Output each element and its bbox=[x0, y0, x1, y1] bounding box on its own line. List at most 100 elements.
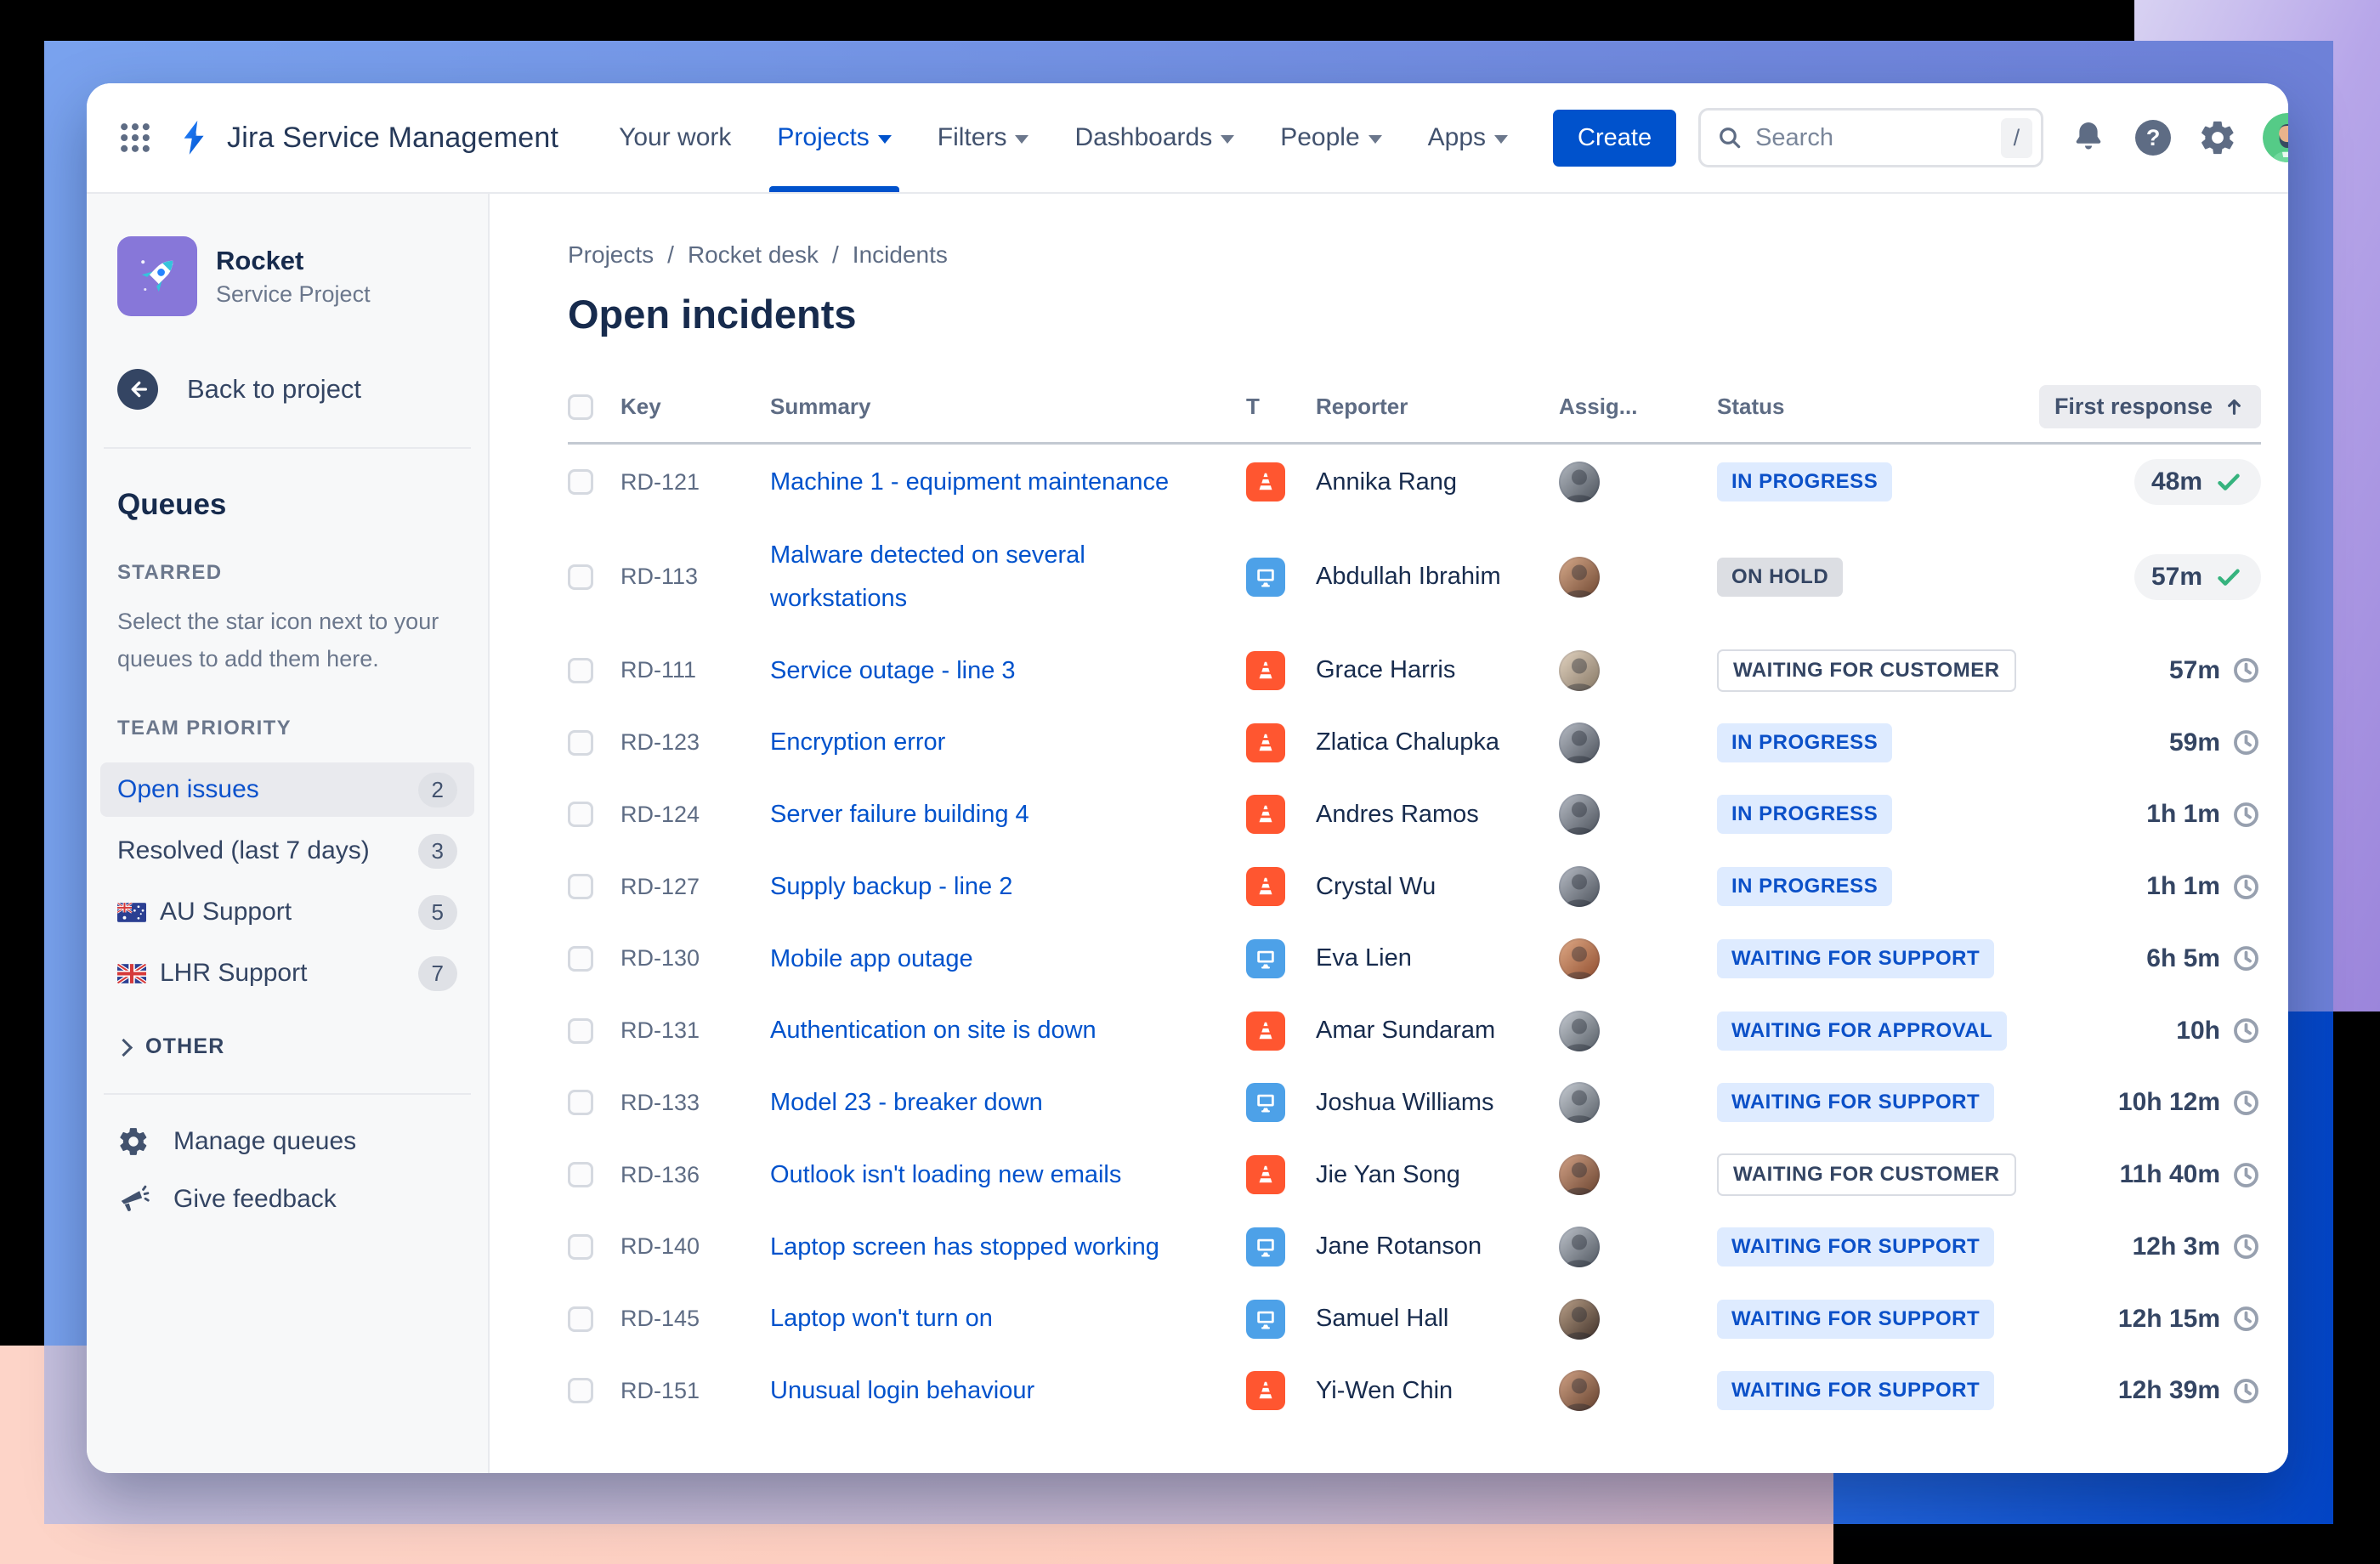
manage-queues[interactable]: Manage queues bbox=[100, 1125, 474, 1158]
project-header: Rocket Service Project bbox=[100, 236, 474, 316]
row-checkbox[interactable] bbox=[568, 1162, 593, 1188]
first-response-cell: 1h 1m bbox=[1989, 872, 2261, 902]
row-checkbox[interactable] bbox=[568, 1090, 593, 1116]
nav-item-projects[interactable]: Projects bbox=[754, 83, 914, 192]
header-reporter[interactable]: Reporter bbox=[1316, 394, 1408, 419]
search-shortcut-badge: / bbox=[2000, 117, 2033, 158]
issue-summary-link[interactable]: Server failure building 4 bbox=[770, 801, 1029, 828]
issue-summary-link[interactable]: Service outage - line 3 bbox=[770, 656, 1016, 684]
sla-clock-icon bbox=[2234, 658, 2258, 683]
breadcrumb-projects[interactable]: Projects bbox=[568, 241, 654, 268]
issue-summary-link[interactable]: Machine 1 - equipment maintenance bbox=[770, 468, 1170, 496]
chevron-down-icon bbox=[1368, 135, 1382, 144]
help-icon[interactable]: ? bbox=[2134, 118, 2173, 157]
table-row-rd-127: RD-127 Supply backup - line 2 Crystal Wu… bbox=[568, 851, 2261, 923]
row-checkbox[interactable] bbox=[568, 564, 593, 590]
table-row-rd-151: RD-151 Unusual login behaviour Yi-Wen Ch… bbox=[568, 1355, 2261, 1427]
breadcrumb-incidents[interactable]: Incidents bbox=[852, 241, 948, 268]
first-response-cell: 48m bbox=[1989, 459, 2261, 505]
assignee-avatar bbox=[1559, 1298, 1600, 1340]
create-button[interactable]: Create bbox=[1553, 109, 1677, 167]
status-badge: WAITING FOR SUPPORT bbox=[1717, 1299, 1995, 1339]
issue-summary-link[interactable]: Encryption error bbox=[770, 728, 946, 756]
assignee-avatar bbox=[1559, 649, 1600, 691]
give-feedback[interactable]: Give feedback bbox=[100, 1183, 474, 1216]
search-input[interactable] bbox=[1754, 122, 1991, 153]
sidebar-queue-lhr-support[interactable]: LHR Support 7 bbox=[100, 946, 474, 1000]
row-checkbox[interactable] bbox=[568, 1306, 593, 1332]
sidebar: Rocket Service Project Back to project Q… bbox=[87, 194, 490, 1473]
issue-summary-link[interactable]: Unusual login behaviour bbox=[770, 1377, 1035, 1404]
australia-flag-icon bbox=[117, 902, 146, 922]
row-checkbox[interactable] bbox=[568, 802, 593, 828]
header-first-response-sort[interactable]: First response bbox=[2038, 385, 2261, 428]
starred-label: STARRED bbox=[117, 561, 223, 584]
status-badge: WAITING FOR SUPPORT bbox=[1717, 1371, 1995, 1411]
nav-item-dashboards[interactable]: Dashboards bbox=[1051, 83, 1257, 192]
incident-type-icon bbox=[1246, 462, 1285, 502]
sidebar-queue-au-support[interactable]: AU Support 5 bbox=[100, 885, 474, 939]
starred-hint: Select the star icon next to your queues… bbox=[117, 609, 439, 672]
sidebar-queue-resolved-last-7-days-[interactable]: Resolved (last 7 days) 3 bbox=[100, 824, 474, 878]
notifications-bell-icon[interactable] bbox=[2069, 118, 2108, 157]
table-row-rd-145: RD-145 Laptop won't turn on Samuel Hall bbox=[568, 1283, 2261, 1355]
issue-summary-link[interactable]: Model 23 - breaker down bbox=[770, 1089, 1043, 1116]
nav-item-filters[interactable]: Filters bbox=[915, 83, 1052, 192]
jira-brand[interactable]: Jira Service Management bbox=[176, 118, 558, 157]
header-key[interactable]: Key bbox=[620, 394, 661, 419]
issue-summary-link[interactable]: Laptop screen has stopped working bbox=[770, 1232, 1159, 1261]
sidebar-divider bbox=[104, 447, 471, 449]
first-response-cell: 10h 12m bbox=[1989, 1088, 2261, 1118]
project-type: Service Project bbox=[216, 280, 371, 307]
brand-name: Jira Service Management bbox=[227, 121, 559, 154]
header-assignee[interactable]: Assig... bbox=[1559, 394, 1638, 419]
status-badge: WAITING FOR SUPPORT bbox=[1717, 938, 1995, 978]
sidebar-queue-open-issues[interactable]: Open issues 2 bbox=[100, 762, 474, 818]
search-box[interactable]: / bbox=[1698, 108, 2044, 167]
select-all-checkbox[interactable] bbox=[568, 394, 593, 420]
row-checkbox[interactable] bbox=[568, 874, 593, 900]
issue-summary-link[interactable]: Authentication on site is down bbox=[770, 1017, 1096, 1045]
issue-key: RD-133 bbox=[620, 1089, 700, 1115]
first-response-cell: 57m bbox=[1989, 553, 2261, 600]
nav-item-apps[interactable]: Apps bbox=[1405, 83, 1531, 192]
nav-item-your-work[interactable]: Your work bbox=[619, 123, 732, 151]
issue-summary-link[interactable]: Malware detected on several workstations bbox=[770, 541, 1085, 612]
table-header: Key Summary T Reporter Assig... Status F… bbox=[568, 385, 2261, 445]
primary-nav: Your work Projects Filters Dashboards Pe… bbox=[596, 83, 1531, 192]
app-switcher-icon[interactable] bbox=[116, 118, 154, 157]
breadcrumb-rocket-desk[interactable]: Rocket desk bbox=[687, 241, 819, 268]
row-checkbox[interactable] bbox=[568, 729, 593, 756]
settings-gear-icon[interactable] bbox=[2198, 118, 2237, 157]
issue-summary-link[interactable]: Laptop won't turn on bbox=[770, 1305, 993, 1333]
row-checkbox[interactable] bbox=[568, 657, 593, 683]
row-checkbox[interactable] bbox=[568, 1233, 593, 1260]
incident-type-icon bbox=[1246, 722, 1285, 762]
sla-clock-icon bbox=[2234, 946, 2258, 972]
incident-table: Key Summary T Reporter Assig... Status F… bbox=[568, 385, 2261, 1427]
nav-item-people[interactable]: People bbox=[1257, 83, 1404, 192]
row-checkbox[interactable] bbox=[568, 945, 593, 972]
first-response-time: 12h 39m bbox=[2117, 1376, 2220, 1405]
header-status[interactable]: Status bbox=[1717, 394, 1785, 419]
sla-clock-icon bbox=[2234, 1234, 2258, 1260]
table-row-rd-140: RD-140 Laptop screen has stopped working… bbox=[568, 1211, 2261, 1284]
assignee-avatar bbox=[1559, 1226, 1600, 1267]
other-section-toggle[interactable]: OTHER bbox=[100, 1034, 474, 1059]
row-checkbox[interactable] bbox=[568, 1378, 593, 1404]
row-checkbox[interactable] bbox=[568, 469, 593, 495]
table-row-rd-133: RD-133 Model 23 - breaker down Joshua Wi… bbox=[568, 1067, 2261, 1139]
reporter-name: Samuel Hall bbox=[1316, 1305, 1449, 1333]
back-to-project[interactable]: Back to project bbox=[100, 369, 474, 410]
sla-clock-icon bbox=[2234, 874, 2258, 899]
issue-summary-link[interactable]: Mobile app outage bbox=[770, 944, 973, 972]
header-summary[interactable]: Summary bbox=[770, 394, 871, 419]
issue-summary-link[interactable]: Supply backup - line 2 bbox=[770, 872, 1013, 900]
row-checkbox[interactable] bbox=[568, 1017, 593, 1044]
queue-label: LHR Support bbox=[160, 959, 308, 988]
header-type[interactable]: T bbox=[1246, 394, 1260, 419]
issue-summary-link[interactable]: Outlook isn't loading new emails bbox=[770, 1160, 1122, 1188]
sla-clock-icon bbox=[2234, 802, 2258, 827]
user-avatar[interactable] bbox=[2263, 113, 2288, 162]
breadcrumb: Projects / Rocket desk / Incidents bbox=[568, 241, 2261, 269]
